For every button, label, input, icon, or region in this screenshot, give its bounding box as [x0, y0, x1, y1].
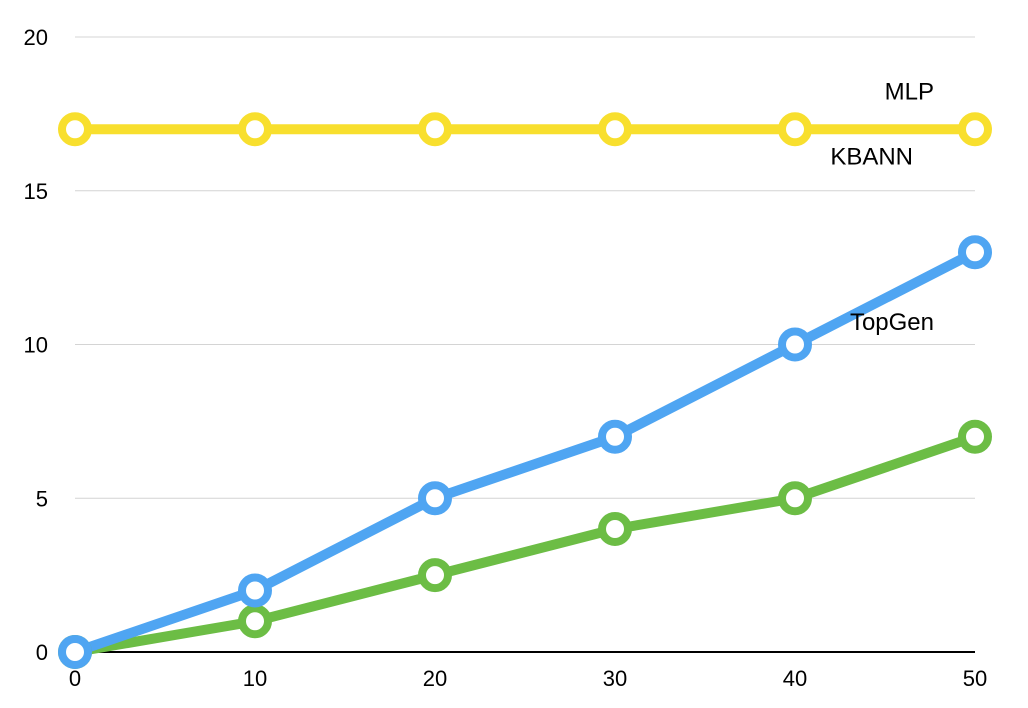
series-label-kbann: KBANN — [830, 143, 913, 170]
x-tick-label: 40 — [783, 666, 807, 691]
series-lines — [70, 124, 980, 657]
data-point-kbann — [598, 419, 632, 454]
data-point-topgen — [598, 512, 632, 546]
data-point-mlp — [598, 112, 632, 147]
y-tick-label: 20 — [24, 25, 48, 50]
data-point-kbann — [418, 481, 452, 516]
x-axis-ticks: 0 10 20 30 40 50 — [69, 666, 987, 691]
data-point-topgen — [238, 604, 272, 639]
series-line-topgen — [70, 431, 980, 657]
data-point-mlp — [58, 112, 92, 147]
series-labels: MLP KBANN TopGen — [830, 78, 934, 336]
data-point-kbann — [58, 635, 92, 669]
data-point-mlp — [238, 112, 272, 147]
data-point-kbann — [958, 235, 992, 270]
data-point-kbann — [238, 573, 272, 608]
x-tick-label: 10 — [243, 666, 267, 691]
y-tick-label: 10 — [24, 333, 48, 358]
series-label-topgen: TopGen — [850, 309, 934, 336]
y-tick-label: 0 — [36, 640, 48, 665]
data-point-mlp — [778, 112, 812, 147]
data-point-topgen — [958, 419, 992, 454]
x-tick-label: 20 — [423, 666, 447, 691]
y-axis-ticks: 0 5 10 15 20 — [24, 25, 48, 665]
gridlines — [75, 36, 975, 499]
y-tick-label: 5 — [36, 486, 48, 511]
data-point-topgen — [778, 481, 812, 516]
data-point-kbann — [778, 327, 812, 362]
x-tick-label: 50 — [963, 666, 987, 691]
data-point-mlp — [418, 112, 452, 147]
data-point-topgen — [418, 558, 452, 593]
series-label-mlp: MLP — [885, 78, 934, 105]
series-line-kbann — [70, 247, 980, 657]
x-tick-label: 0 — [69, 666, 81, 691]
series-group — [58, 112, 992, 669]
y-tick-label: 15 — [24, 179, 48, 204]
data-point-mlp — [958, 112, 992, 147]
series-markers — [58, 112, 992, 669]
x-tick-label: 30 — [603, 666, 627, 691]
